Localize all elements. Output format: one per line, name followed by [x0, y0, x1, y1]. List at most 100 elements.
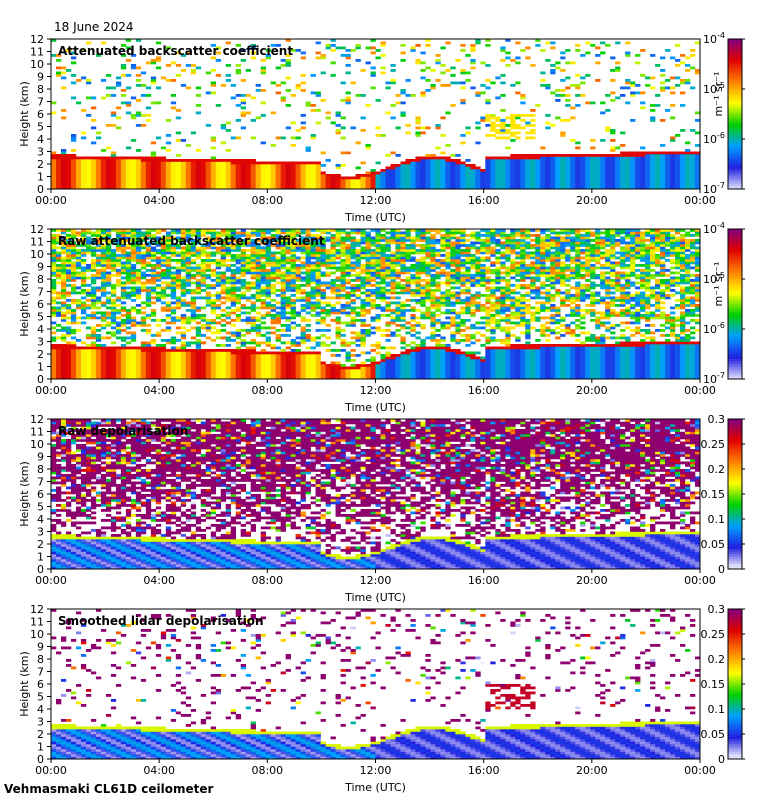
y-tick-label: 6 [37, 298, 44, 311]
x-tick-label: 20:00 [576, 764, 608, 777]
colorbar-cell [728, 726, 742, 730]
x-tick-label: 16:00 [468, 764, 500, 777]
colorbar-cell [728, 501, 742, 505]
x-axis-label: Time (UTC) [344, 591, 406, 604]
colorbar-cell [728, 91, 742, 95]
colorbar-tick-exponent: -7 [717, 181, 725, 190]
colorbar-cell [728, 656, 742, 660]
y-tick-label: 8 [37, 653, 44, 666]
colorbar-cell [728, 476, 742, 480]
colorbar-cell [728, 164, 742, 167]
y-tick-label: 10 [30, 628, 44, 641]
colorbar-cell [728, 281, 742, 285]
colorbar-tick-label: 0.2 [708, 463, 726, 476]
colorbar-cell [728, 239, 742, 242]
y-tick-label: 11 [30, 616, 44, 629]
colorbar-cell [728, 701, 742, 705]
x-axis-label: Time (UTC) [344, 401, 406, 414]
colorbar-cell [728, 284, 742, 287]
y-tick-label: 11 [30, 46, 44, 59]
x-tick-label: 20:00 [576, 194, 608, 207]
colorbar-cell [728, 621, 742, 625]
y-tick-label: 7 [37, 666, 44, 679]
colorbar-cell [728, 94, 742, 97]
colorbar-cell [728, 141, 742, 145]
colorbar-cell [728, 349, 742, 352]
y-tick-label: 0 [37, 373, 44, 386]
colorbar: 10-410-510-610-7m⁻¹ sr⁻¹ [703, 31, 745, 196]
colorbar-cell [728, 496, 742, 500]
x-tick-label: 08:00 [251, 194, 283, 207]
colorbar-cell [728, 361, 742, 365]
colorbar-cell [728, 46, 742, 50]
x-tick-label: 20:00 [576, 384, 608, 397]
y-tick-label: 1 [37, 171, 44, 184]
colorbar-cell [728, 511, 742, 515]
x-tick-label: 00:00 [684, 194, 716, 207]
y-tick-label: 0 [37, 183, 44, 196]
colorbar-cell [728, 536, 742, 540]
panel-title: Attenuated backscatter coefficient [58, 44, 293, 58]
colorbar-cell [728, 429, 742, 432]
colorbar-cell [728, 74, 742, 77]
colorbar-cell [728, 449, 742, 452]
colorbar-cell [728, 159, 742, 162]
colorbar-cell [728, 326, 742, 330]
x-tick-label: 00:00 [35, 384, 67, 397]
colorbar-cell [728, 271, 742, 275]
colorbar-cell [728, 636, 742, 640]
x-tick-label: 00:00 [35, 194, 67, 207]
colorbar-cell [728, 466, 742, 470]
colorbar-cell [728, 681, 742, 685]
x-tick-label: 16:00 [468, 384, 500, 397]
colorbar-cell [728, 244, 742, 247]
colorbar-cell [728, 506, 742, 510]
colorbar-cell [728, 551, 742, 555]
colorbar-cell [728, 504, 742, 507]
colorbar-cell [728, 249, 742, 252]
colorbar-cell [728, 521, 742, 525]
colorbar-cell [728, 54, 742, 57]
colorbar-cell [728, 139, 742, 142]
colorbar-cell [728, 664, 742, 667]
x-tick-label: 16:00 [468, 574, 500, 587]
colorbar-cell [728, 179, 742, 182]
heatmap-field [51, 419, 701, 570]
colorbar-cell [728, 756, 742, 760]
colorbar-cell [728, 59, 742, 62]
colorbar-cell [728, 151, 742, 155]
colorbar-cell [728, 716, 742, 720]
colorbar-cell [728, 96, 742, 100]
colorbar-cell [728, 126, 742, 130]
colorbar-cell [728, 66, 742, 70]
colorbar-cell [728, 341, 742, 345]
colorbar-tick-exponent: -5 [717, 81, 725, 90]
colorbar: 10-410-510-610-7m⁻¹ sr⁻¹ [703, 221, 745, 386]
colorbar-tick-label: 10-7 [703, 181, 725, 196]
colorbar-cell [728, 699, 742, 702]
colorbar-cell [728, 516, 742, 520]
colorbar-cell [728, 524, 742, 527]
colorbar-cell [728, 541, 742, 545]
panel-title: Raw depolarisation [58, 424, 188, 438]
colorbar-cell [728, 461, 742, 465]
colorbar-cell [728, 626, 742, 630]
colorbar-cell [728, 104, 742, 107]
colorbar-cell [728, 751, 742, 755]
colorbar-cell [728, 279, 742, 282]
colorbar-tick-label: 0.25 [701, 438, 726, 451]
colorbar-cell [728, 474, 742, 477]
y-tick-label: 8 [37, 83, 44, 96]
colorbar-cell [728, 134, 742, 137]
colorbar-cell [728, 744, 742, 747]
colorbar-cell [728, 731, 742, 735]
colorbar-cell [728, 69, 742, 72]
colorbar-cell [728, 359, 742, 362]
colorbar-cell [728, 446, 742, 450]
colorbar-cell [728, 426, 742, 430]
colorbar-cell [728, 529, 742, 532]
colorbar-cell [728, 676, 742, 680]
colorbar-cell [728, 369, 742, 372]
colorbar-cell [728, 51, 742, 55]
